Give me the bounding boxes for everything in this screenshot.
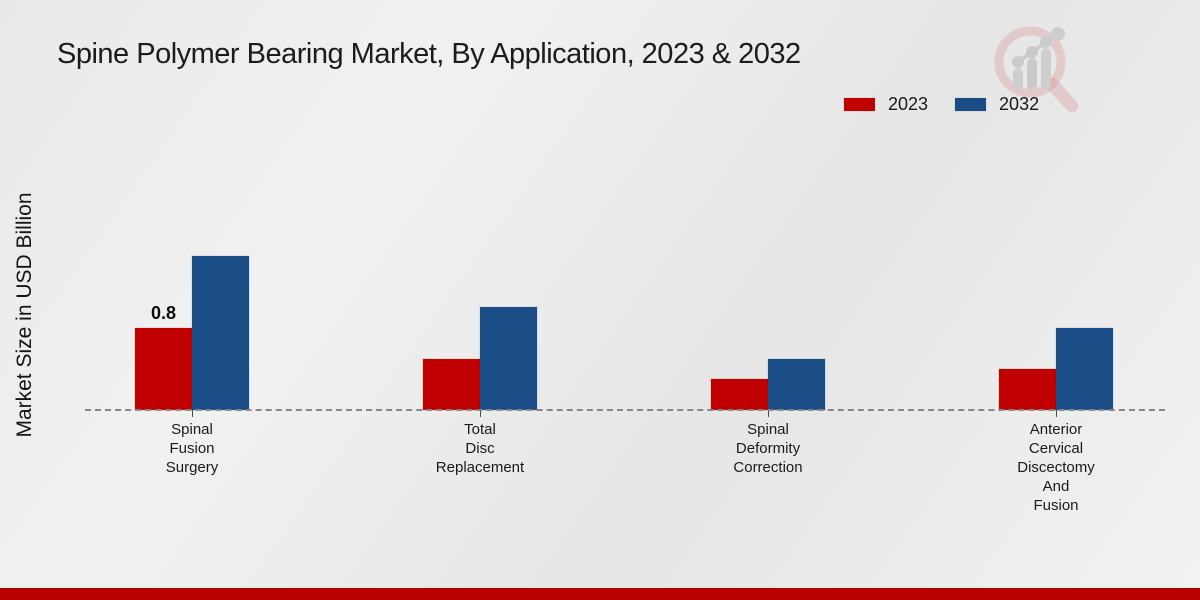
bar-2023-cat3 [711, 379, 768, 410]
x-axis-tick [192, 410, 193, 417]
legend-swatch-2023 [843, 97, 876, 112]
y-axis-label: Market Size in USD Billion [13, 192, 36, 438]
legend-label-2032: 2032 [999, 94, 1040, 114]
legend-item-2032: 2032 [954, 94, 1039, 115]
x-axis-tick [480, 410, 481, 417]
legend-item-2023: 2023 [843, 94, 928, 115]
bar-group-2: Total Disc Replacement [336, 150, 624, 476]
chart-title: Spine Polymer Bearing Market, By Applica… [57, 38, 801, 70]
bar-group-1: 0.8 Spinal Fusion Surgery [48, 150, 336, 476]
legend: 2023 2032 [843, 94, 1039, 115]
x-axis-baseline [85, 409, 1165, 411]
bar-2023-cat1: 0.8 [135, 303, 192, 410]
bar-2032-cat4 [1056, 328, 1113, 410]
legend-swatch-2032 [954, 97, 988, 112]
bar-2032-cat2 [480, 307, 537, 410]
category-label-3: Spinal Deformity Correction [733, 421, 803, 476]
bar-2032-cat3 [768, 359, 825, 410]
bar-2023-cat2 [423, 359, 480, 410]
bar-group-3: Spinal Deformity Correction [624, 150, 912, 476]
bar-2032-cat1 [192, 256, 249, 410]
x-axis-tick [1056, 410, 1057, 417]
legend-label-2023: 2023 [888, 94, 929, 114]
x-axis-tick [768, 410, 769, 417]
bar-group-4: Anterior Cervical Discectomy And Fusion [912, 150, 1200, 514]
category-label-2: Total Disc Replacement [435, 421, 525, 476]
category-label-1: Spinal Fusion Surgery [165, 421, 219, 476]
bar-value-label: 0.8 [150, 303, 177, 323]
plot-area: 0.8 Spinal Fusion Surgery Total Disc Repla… [48, 150, 1200, 514]
bar-groups: 0.8 Spinal Fusion Surgery Total Disc Repla… [48, 150, 1200, 514]
magnifier-growth-chart-logo-icon [994, 26, 1079, 113]
bar-2023-cat4 [999, 369, 1056, 410]
footer-accent-bar [0, 588, 1200, 600]
category-label-4: Anterior Cervical Discectomy And Fusion [1017, 421, 1095, 514]
